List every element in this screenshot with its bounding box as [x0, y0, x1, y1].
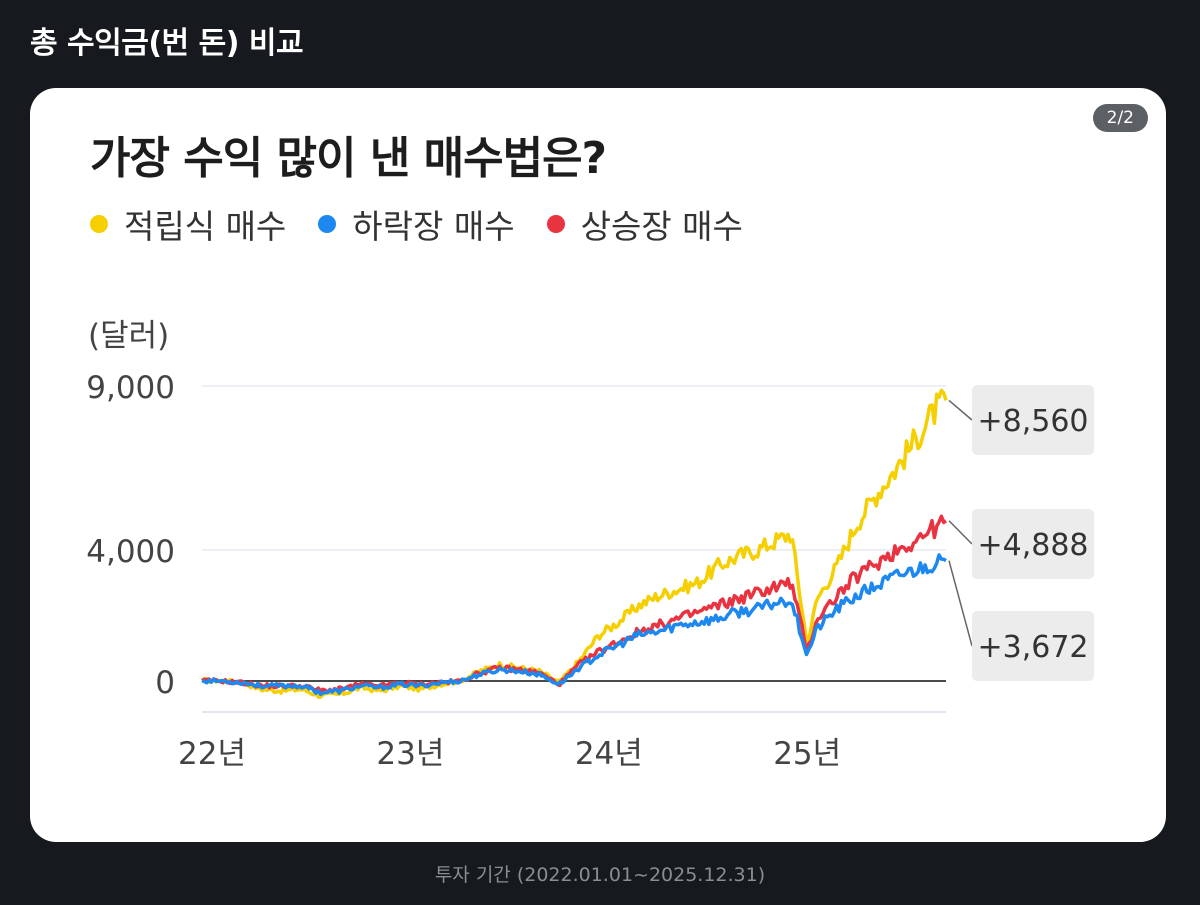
end-value-label: +8,560: [977, 404, 1088, 439]
end-label-box: [972, 509, 1094, 579]
end-label-box: [972, 611, 1094, 681]
period-caption: 투자 기간 (2022.01.01~2025.12.31): [434, 864, 766, 886]
chart-title: 가장 수익 많이 낸 매수법은?: [90, 133, 607, 184]
legend-label-bull: 상승장 매수: [580, 207, 743, 246]
page-indicator-badge: 2/2: [1092, 104, 1148, 132]
end-label-leader: [948, 520, 973, 545]
y-axis-unit-label: (달러): [88, 318, 169, 354]
legend-label-dca: 적립식 매수: [124, 207, 287, 246]
legend-item-bull: 상승장 매수: [546, 200, 743, 248]
end-value-label: +4,888: [977, 528, 1088, 563]
legend-item-dca: 적립식 매수: [90, 200, 286, 248]
series-line-0: [201, 388, 948, 699]
legend-dot-bull: [546, 215, 565, 233]
legend-item-bear: 하락장 매수: [318, 200, 515, 248]
legend-dot-dca: [90, 215, 108, 233]
chart-card: 2/2 가장 수익 많이 낸 매수법은? 적립식 매수 하락장 매수 상승장 매…: [30, 88, 1166, 842]
end-labels: +8,560 +4,888 +3,672: [948, 385, 1094, 681]
legend-label-bear: 하락장 매수: [352, 207, 515, 246]
chart-legend: 적립식 매수 하락장 매수 상승장 매수: [90, 200, 775, 248]
x-tick-label: 25년: [773, 736, 841, 772]
series-line-1: [201, 553, 947, 697]
page-header: 총 수익금(번 돈) 비교: [30, 26, 304, 61]
y-tick-label: 9,000: [86, 370, 175, 406]
x-tick-label: 23년: [376, 736, 444, 772]
end-label-leader: [948, 560, 973, 647]
x-tick-label: 24년: [575, 736, 643, 772]
y-tick-label: 0: [155, 665, 175, 701]
series-lines: [201, 388, 948, 699]
end-label-box: [972, 385, 1094, 455]
end-value-label: +3,672: [977, 630, 1088, 665]
end-label-leader: [948, 399, 973, 421]
legend-dot-bear: [318, 215, 337, 233]
grid-layer: [202, 385, 946, 713]
y-tick-label: 4,000: [86, 534, 175, 570]
x-tick-label: 22년: [178, 736, 246, 772]
